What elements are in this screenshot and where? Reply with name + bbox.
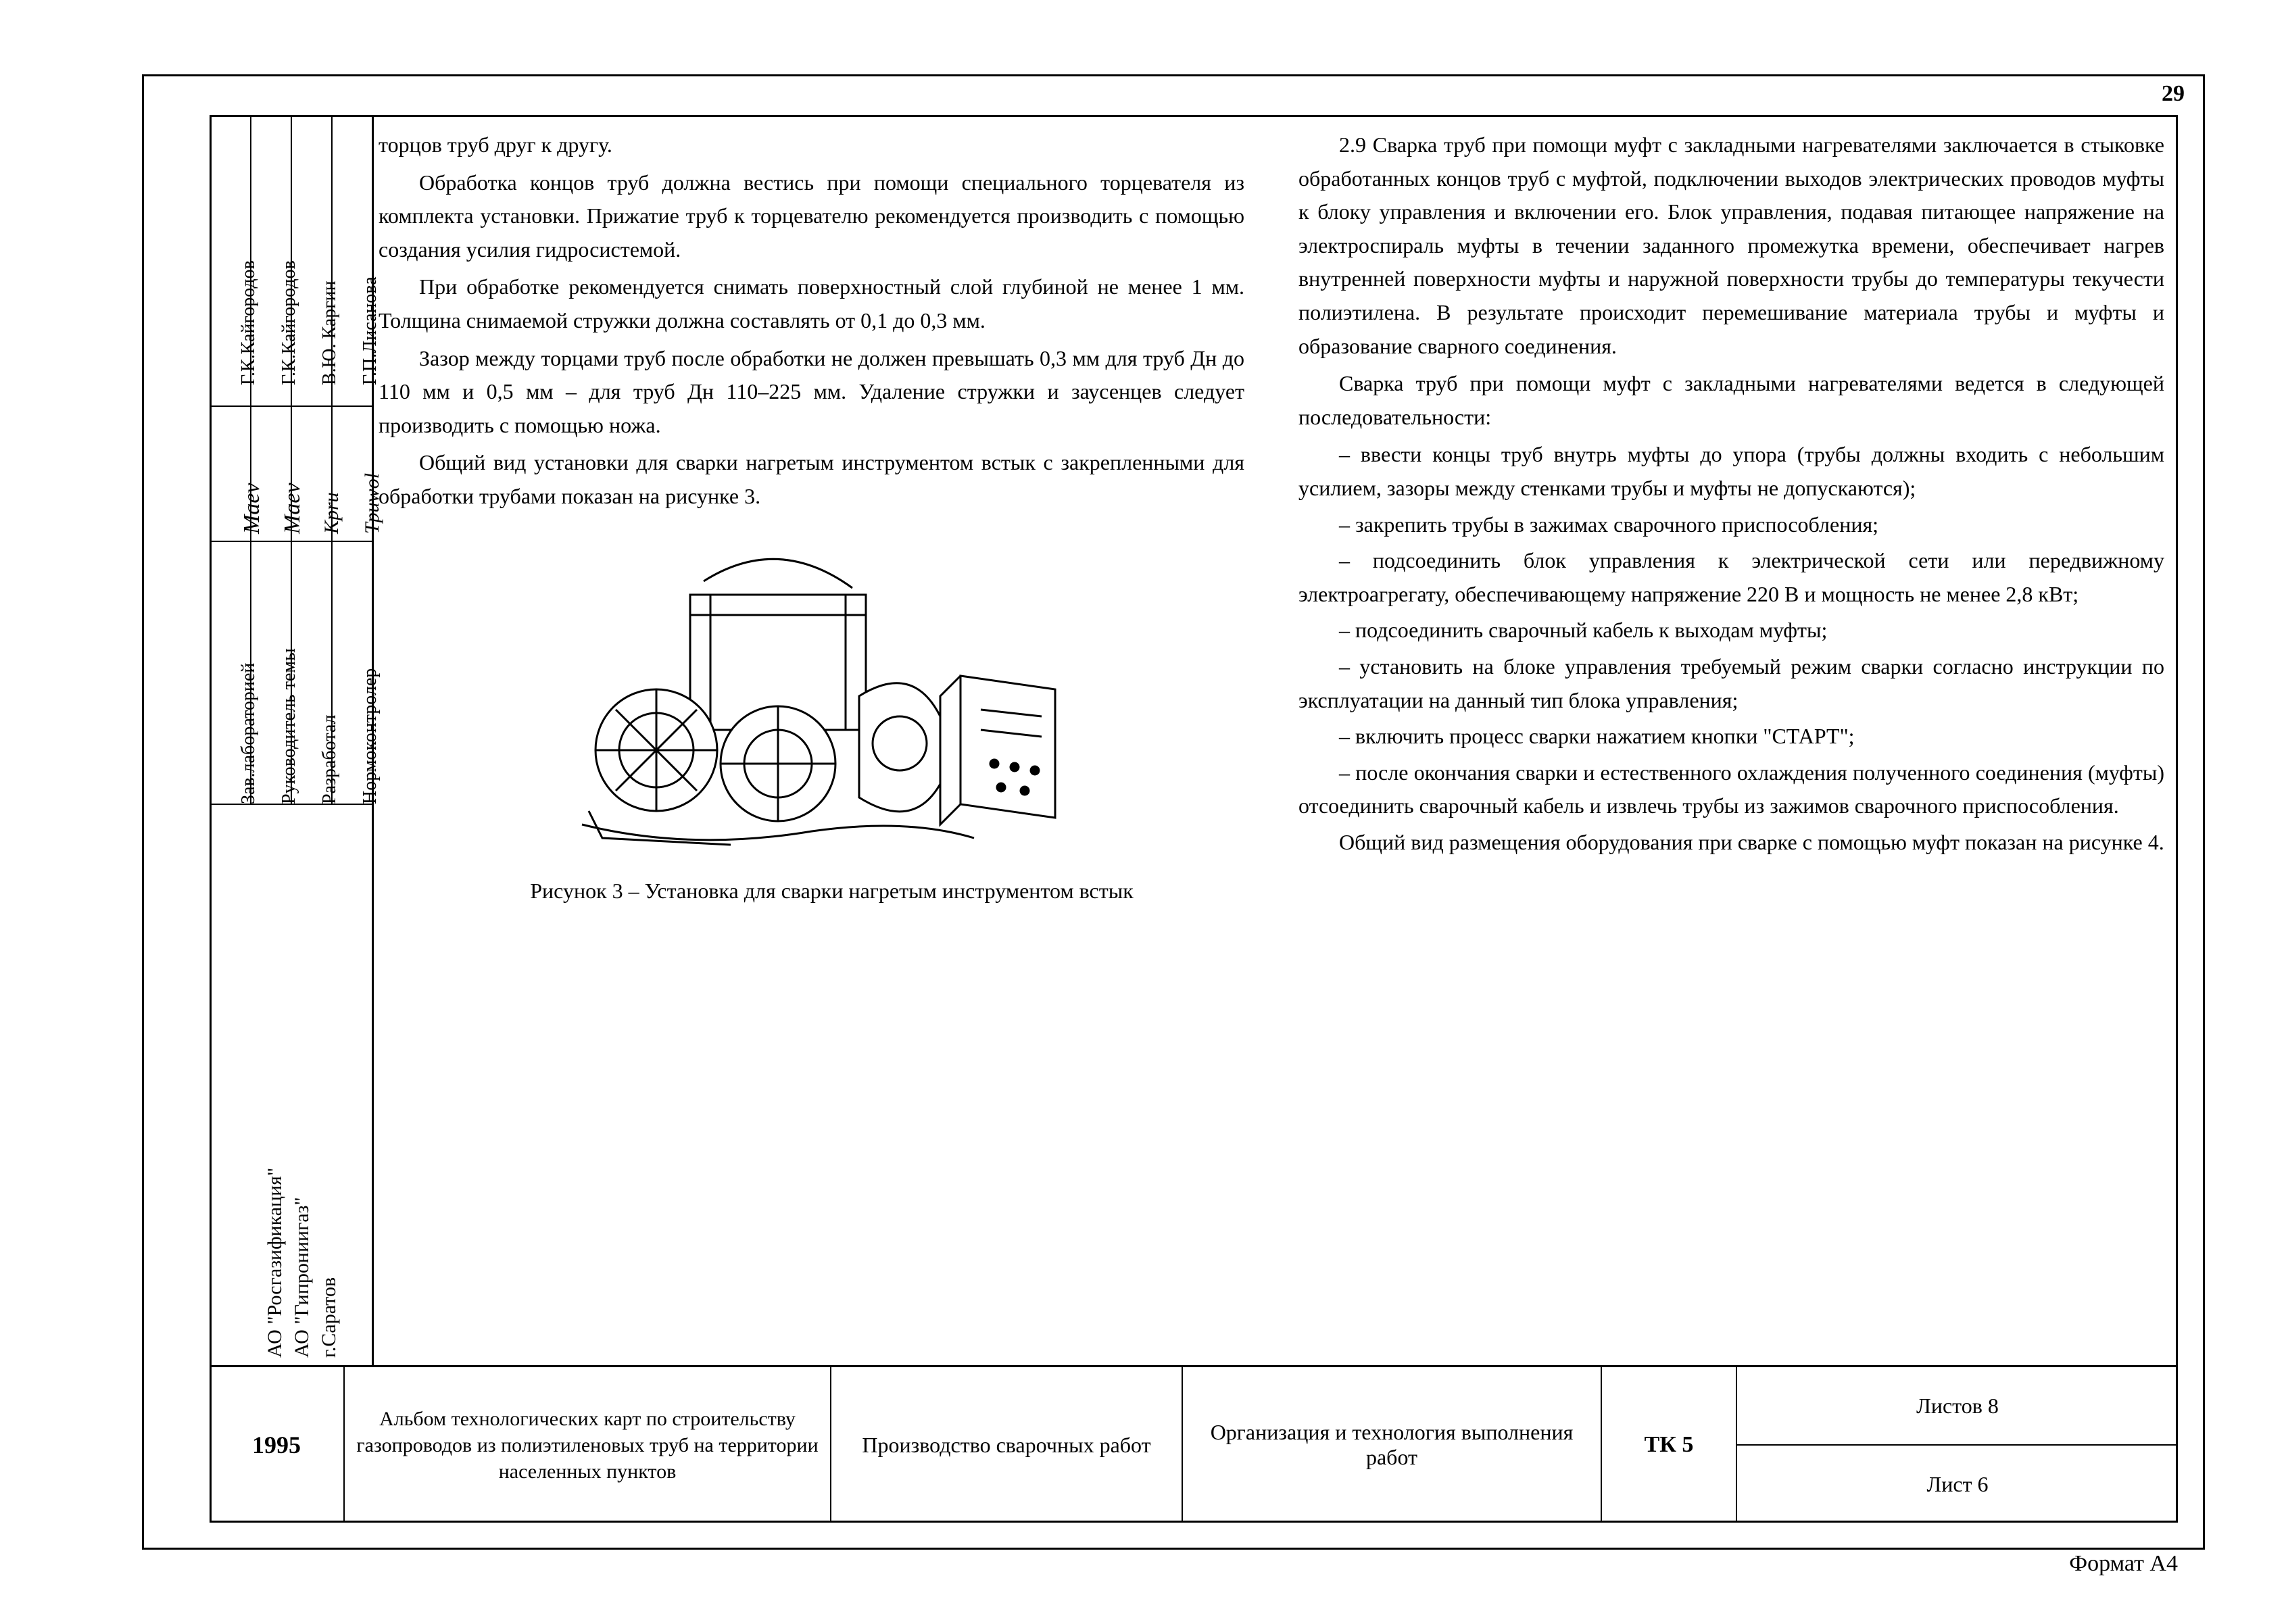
lc-p3: При обработке рекомендуется снимать пове… (379, 270, 1244, 337)
binding-margin (142, 115, 212, 1523)
lc-p5: Общий вид установки для сварки нагретым … (379, 446, 1244, 513)
title-block: 1995 Альбом технологических карт по стро… (210, 1365, 2178, 1523)
rc-item-2: – подсоединить блок управления к электри… (1298, 544, 2164, 611)
rc-list: – ввести концы труб внутрь муфты до упор… (1298, 438, 2164, 823)
rc-p1: 2.9 Сварка труб при помощи муфт с заклад… (1298, 128, 2164, 363)
left-column: торцов труб друг к другу. Обработка конц… (379, 128, 1244, 1333)
org-line-1: АО "Гипрониигаз" (291, 1197, 314, 1358)
right-column: 2.9 Сварка труб при помощи муфт с заклад… (1298, 128, 2164, 1333)
tb-section2: Организация и технология выполнения рабо… (1183, 1367, 1602, 1523)
tb-album-title: Альбом технологических карт по строитель… (345, 1367, 831, 1523)
lc-p4: Зазор между торцами труб после обработки… (379, 342, 1244, 443)
body-content: торцов труб друг к другу. Обработка конц… (379, 128, 2164, 1333)
rc-p3: Общий вид размещения оборудования при св… (1298, 826, 2164, 860)
organisation-block: АО "Росгазификация" АО "Гипрониигаз" г.С… (210, 804, 372, 1367)
tb-sheets-total: Листов 8 (1737, 1367, 2178, 1446)
tb-sheet-current: Лист 6 (1737, 1446, 2178, 1523)
tb-sheets: Листов 8 Лист 6 (1737, 1367, 2178, 1523)
rc-p2: Сварка труб при помощи муфт с закладными… (1298, 367, 2164, 434)
figure-3-svg (555, 541, 1069, 865)
tb-section1: Производство сварочных работ (831, 1367, 1183, 1523)
tb-year: 1995 (210, 1367, 345, 1523)
signatures-block: Зав.лабораторией Руководитель темы Разра… (210, 115, 372, 805)
format-label: Формат А4 (2069, 1551, 2178, 1577)
rc-item-4: – установить на блоке управления требуем… (1298, 650, 2164, 717)
rc-item-3: – подсоединить сварочный кабель к выхода… (1298, 614, 2164, 647)
org-line-2: г.Саратов (318, 1277, 341, 1358)
org-line-0: АО "Росгазификация" (264, 1168, 287, 1358)
tb-code: ТК 5 (1602, 1367, 1737, 1523)
figure-3-caption: Рисунок 3 – Установка для сварки нагреты… (379, 875, 1244, 908)
rc-item-0: – ввести концы труб внутрь муфты до упор… (1298, 438, 2164, 505)
document-sheet: 29 Зав.лабораторией Руководитель темы Ра… (0, 0, 2286, 1624)
left-stamp-block: Зав.лабораторией Руководитель темы Разра… (210, 115, 374, 1367)
rc-item-1: – закрепить трубы в зажимах сварочного п… (1298, 508, 2164, 542)
rc-item-5: – включить процесс сварки нажатием кнопк… (1298, 720, 2164, 754)
rc-item-6: – после окончания сварки и естественного… (1298, 756, 2164, 823)
lc-p1: торцов труб друг к другу. (379, 128, 1244, 162)
lc-p2: Обработка концов труб должна вестись при… (379, 166, 1244, 267)
figure-3: Рисунок 3 – Установка для сварки нагреты… (379, 541, 1244, 908)
